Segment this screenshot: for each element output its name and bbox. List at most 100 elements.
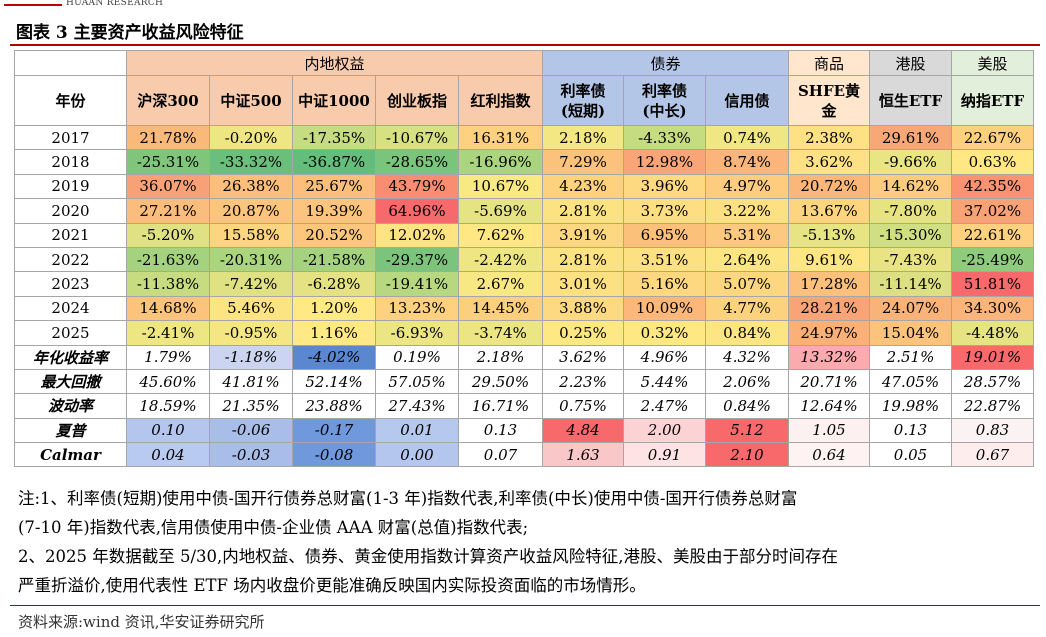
header-rate-long: 利率债 (中长) [623,75,706,126]
year-label: 2020 [14,198,127,224]
brand-name: HUAAN RESEARCH [66,0,164,8]
source-divider [10,605,1040,606]
return-cell: 16.31% [458,124,543,151]
return-cell: -3.74% [458,320,543,346]
stat-cell: 0.67 [951,442,1034,468]
return-cell: 14.62% [869,173,952,200]
stat-cell: 0.00 [375,442,459,468]
group-us: 美股 [951,50,1034,76]
return-cell: 37.02% [951,198,1034,224]
return-cell: -15.30% [869,222,952,248]
return-cell: 36.07% [126,173,210,200]
year-label: 2024 [14,295,127,322]
year-label: 2022 [14,246,127,273]
return-cell: 4.97% [705,173,789,200]
year-row: 2017 21.78% -0.20% -17.35% -10.67% 16.31% 2.18… [14,124,1034,151]
return-cell: 22.61% [951,222,1034,248]
stat-label: 夏普 [14,417,127,444]
stat-cell: -4.02% [292,344,376,370]
header-year: 年份 [14,75,127,126]
return-cell: 2.64% [705,246,789,273]
return-cell: -36.87% [292,149,376,175]
year-label: 2017 [14,124,127,151]
stat-rows: 年化收益率 1.79% -1.18% -4.02% 0.19% 2.18% 3.62% 4.9… [14,344,1034,468]
stat-cell: 23.88% [292,393,376,419]
return-cell: 0.32% [623,320,706,346]
header-cyb: 创业板指 [375,75,459,126]
return-cell: -0.95% [209,320,293,346]
asset-risk-return-table: 内地权益 债券 商品 港股 美股 年份 沪深300 中证500 中证1000 创… [14,50,1034,468]
notes: 注:1、利率债(短期)使用中债-国开行债券总财富(1-3 年)指数代表,利率债(… [18,484,1038,600]
stat-cell: 2.18% [458,344,543,370]
return-cell: 27.21% [126,198,210,224]
year-row: 2020 27.21% 20.87% 19.39% 64.96% -5.69% 2.81% 3… [14,198,1034,224]
return-cell: 14.45% [458,295,543,322]
stat-cell: 5.12 [705,417,789,444]
stat-label: Calmar [14,442,127,468]
stat-cell: 2.06% [705,368,789,395]
return-cell: 3.96% [623,173,706,200]
brand-line [4,4,62,6]
note-line-4: 严重折溢价,使用代表性 ETF 场内收盘价更能准确反映国内实际投资面临的市场情形… [18,576,646,595]
return-cell: -17.35% [292,124,376,151]
header-rate-short: 利率债 (短期) [542,75,624,126]
header-rate-long-line2: (中长) [642,101,687,120]
return-cell: 2.18% [542,124,624,151]
stat-row: Calmar 0.04 -0.03 -0.08 0.00 0.07 1.63 0.91 2.10… [14,442,1034,468]
stat-cell: 0.04 [126,442,210,468]
year-label: 2018 [14,149,127,175]
stat-cell: 28.57% [951,368,1034,395]
group-equity: 内地权益 [126,50,543,76]
return-cell: -5.20% [126,222,210,248]
return-cell: 2.81% [542,246,624,273]
return-cell: 5.07% [705,271,789,297]
stat-cell: 13.32% [788,344,870,370]
return-cell: 21.78% [126,124,210,151]
return-cell: 17.28% [788,271,870,297]
return-cell: 4.23% [542,173,624,200]
stat-row: 最大回撤 45.60% 41.81% 52.14% 57.05% 29.50% 2.23% 5… [14,368,1034,395]
return-cell: 14.68% [126,295,210,322]
year-row: 2023 -11.38% -7.42% -6.28% -19.41% 2.67% 3.01%… [14,271,1034,297]
header-hs300: 沪深300 [126,75,210,126]
stat-cell: -0.03 [209,442,293,468]
stat-cell: 16.71% [458,393,543,419]
stat-cell: 0.13 [869,417,952,444]
return-cell: 10.09% [623,295,706,322]
header-hs-etf: 恒生ETF [869,75,952,126]
note-line-3: 2、2025 年数据截至 5/30,内地权益、债券、黄金使用指数计算资产收益风险… [18,547,839,566]
header-ndx-etf: 纳指ETF [951,75,1034,126]
return-cell: 2.67% [458,271,543,297]
return-cell: -4.48% [951,320,1034,346]
return-cell: 0.74% [705,124,789,151]
stat-cell: 0.05 [869,442,952,468]
group-header-row: 内地权益 债券 商品 港股 美股 [14,50,1034,76]
return-cell: 15.58% [209,222,293,248]
header-rate-short-line2: (短期) [560,101,606,120]
stat-cell: 45.60% [126,368,210,395]
return-cell: 5.46% [209,295,293,322]
column-header-row: 年份 沪深300 中证500 中证1000 创业板指 红利指数 利率债 (短期)… [14,75,1034,126]
return-cell: -6.28% [292,271,376,297]
year-row: 2024 14.68% 5.46% 1.20% 13.23% 14.45% 3.88% 10.… [14,295,1034,322]
return-cell: -5.13% [788,222,870,248]
return-cell: -25.31% [126,149,210,175]
year-label: 2025 [14,320,127,346]
stat-cell: 2.23% [542,368,624,395]
stat-cell: 22.87% [951,393,1034,419]
stat-cell: 1.63 [542,442,624,468]
year-label: 2019 [14,173,127,200]
year-label: 2023 [14,271,127,297]
note-line-2: (7-10 年)指数代表,信用债使用中债-企业债 AAA 财富(总值)指数代表; [18,518,529,537]
return-cell: -29.37% [375,246,459,273]
return-cell: 20.52% [292,222,376,248]
return-cell: 22.67% [951,124,1034,151]
return-cell: 3.73% [623,198,706,224]
header-zz500: 中证500 [209,75,293,126]
stat-cell: -1.18% [209,344,293,370]
return-cell: 0.84% [705,320,789,346]
return-cell: -21.63% [126,246,210,273]
stat-cell: 2.51% [869,344,952,370]
return-cell: 3.22% [705,198,789,224]
stat-cell: 0.75% [542,393,624,419]
